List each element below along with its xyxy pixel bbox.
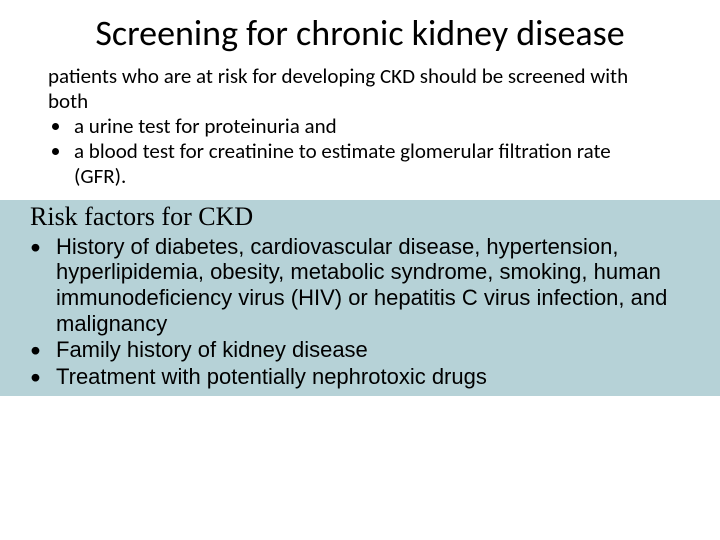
list-item-text: History of diabetes, cardiovascular dise…	[56, 234, 696, 338]
subheading: Risk factors for CKD	[30, 202, 696, 232]
list-item: a blood test for creatinine to estimate …	[72, 139, 660, 189]
list-item: a urine test for proteinuria and	[72, 114, 660, 139]
list-item-text: a blood test for creatinine to estimate …	[74, 138, 611, 189]
screening-list: a urine test for proteinuria and a blood…	[72, 114, 660, 190]
bullet-icon: •	[30, 234, 56, 260]
bullet-icon: •	[30, 364, 56, 390]
bullet-icon: •	[30, 337, 56, 363]
list-item: • Family history of kidney disease	[30, 337, 696, 363]
risk-factors-list: • History of diabetes, cardiovascular di…	[30, 234, 696, 391]
list-item-text: Family history of kidney disease	[56, 337, 368, 363]
list-item-text: Treatment with potentially nephrotoxic d…	[56, 364, 487, 390]
page-title: Screening for chronic kidney disease	[40, 14, 680, 54]
list-item: • Treatment with potentially nephrotoxic…	[30, 364, 696, 390]
intro-text: patients who are at risk for developing …	[48, 64, 660, 114]
risk-factors-band: Risk factors for CKD • History of diabet…	[0, 200, 720, 397]
slide: Screening for chronic kidney disease pat…	[0, 0, 720, 540]
list-item-text: a urine test for proteinuria and	[74, 113, 337, 139]
list-item: • History of diabetes, cardiovascular di…	[30, 234, 696, 338]
